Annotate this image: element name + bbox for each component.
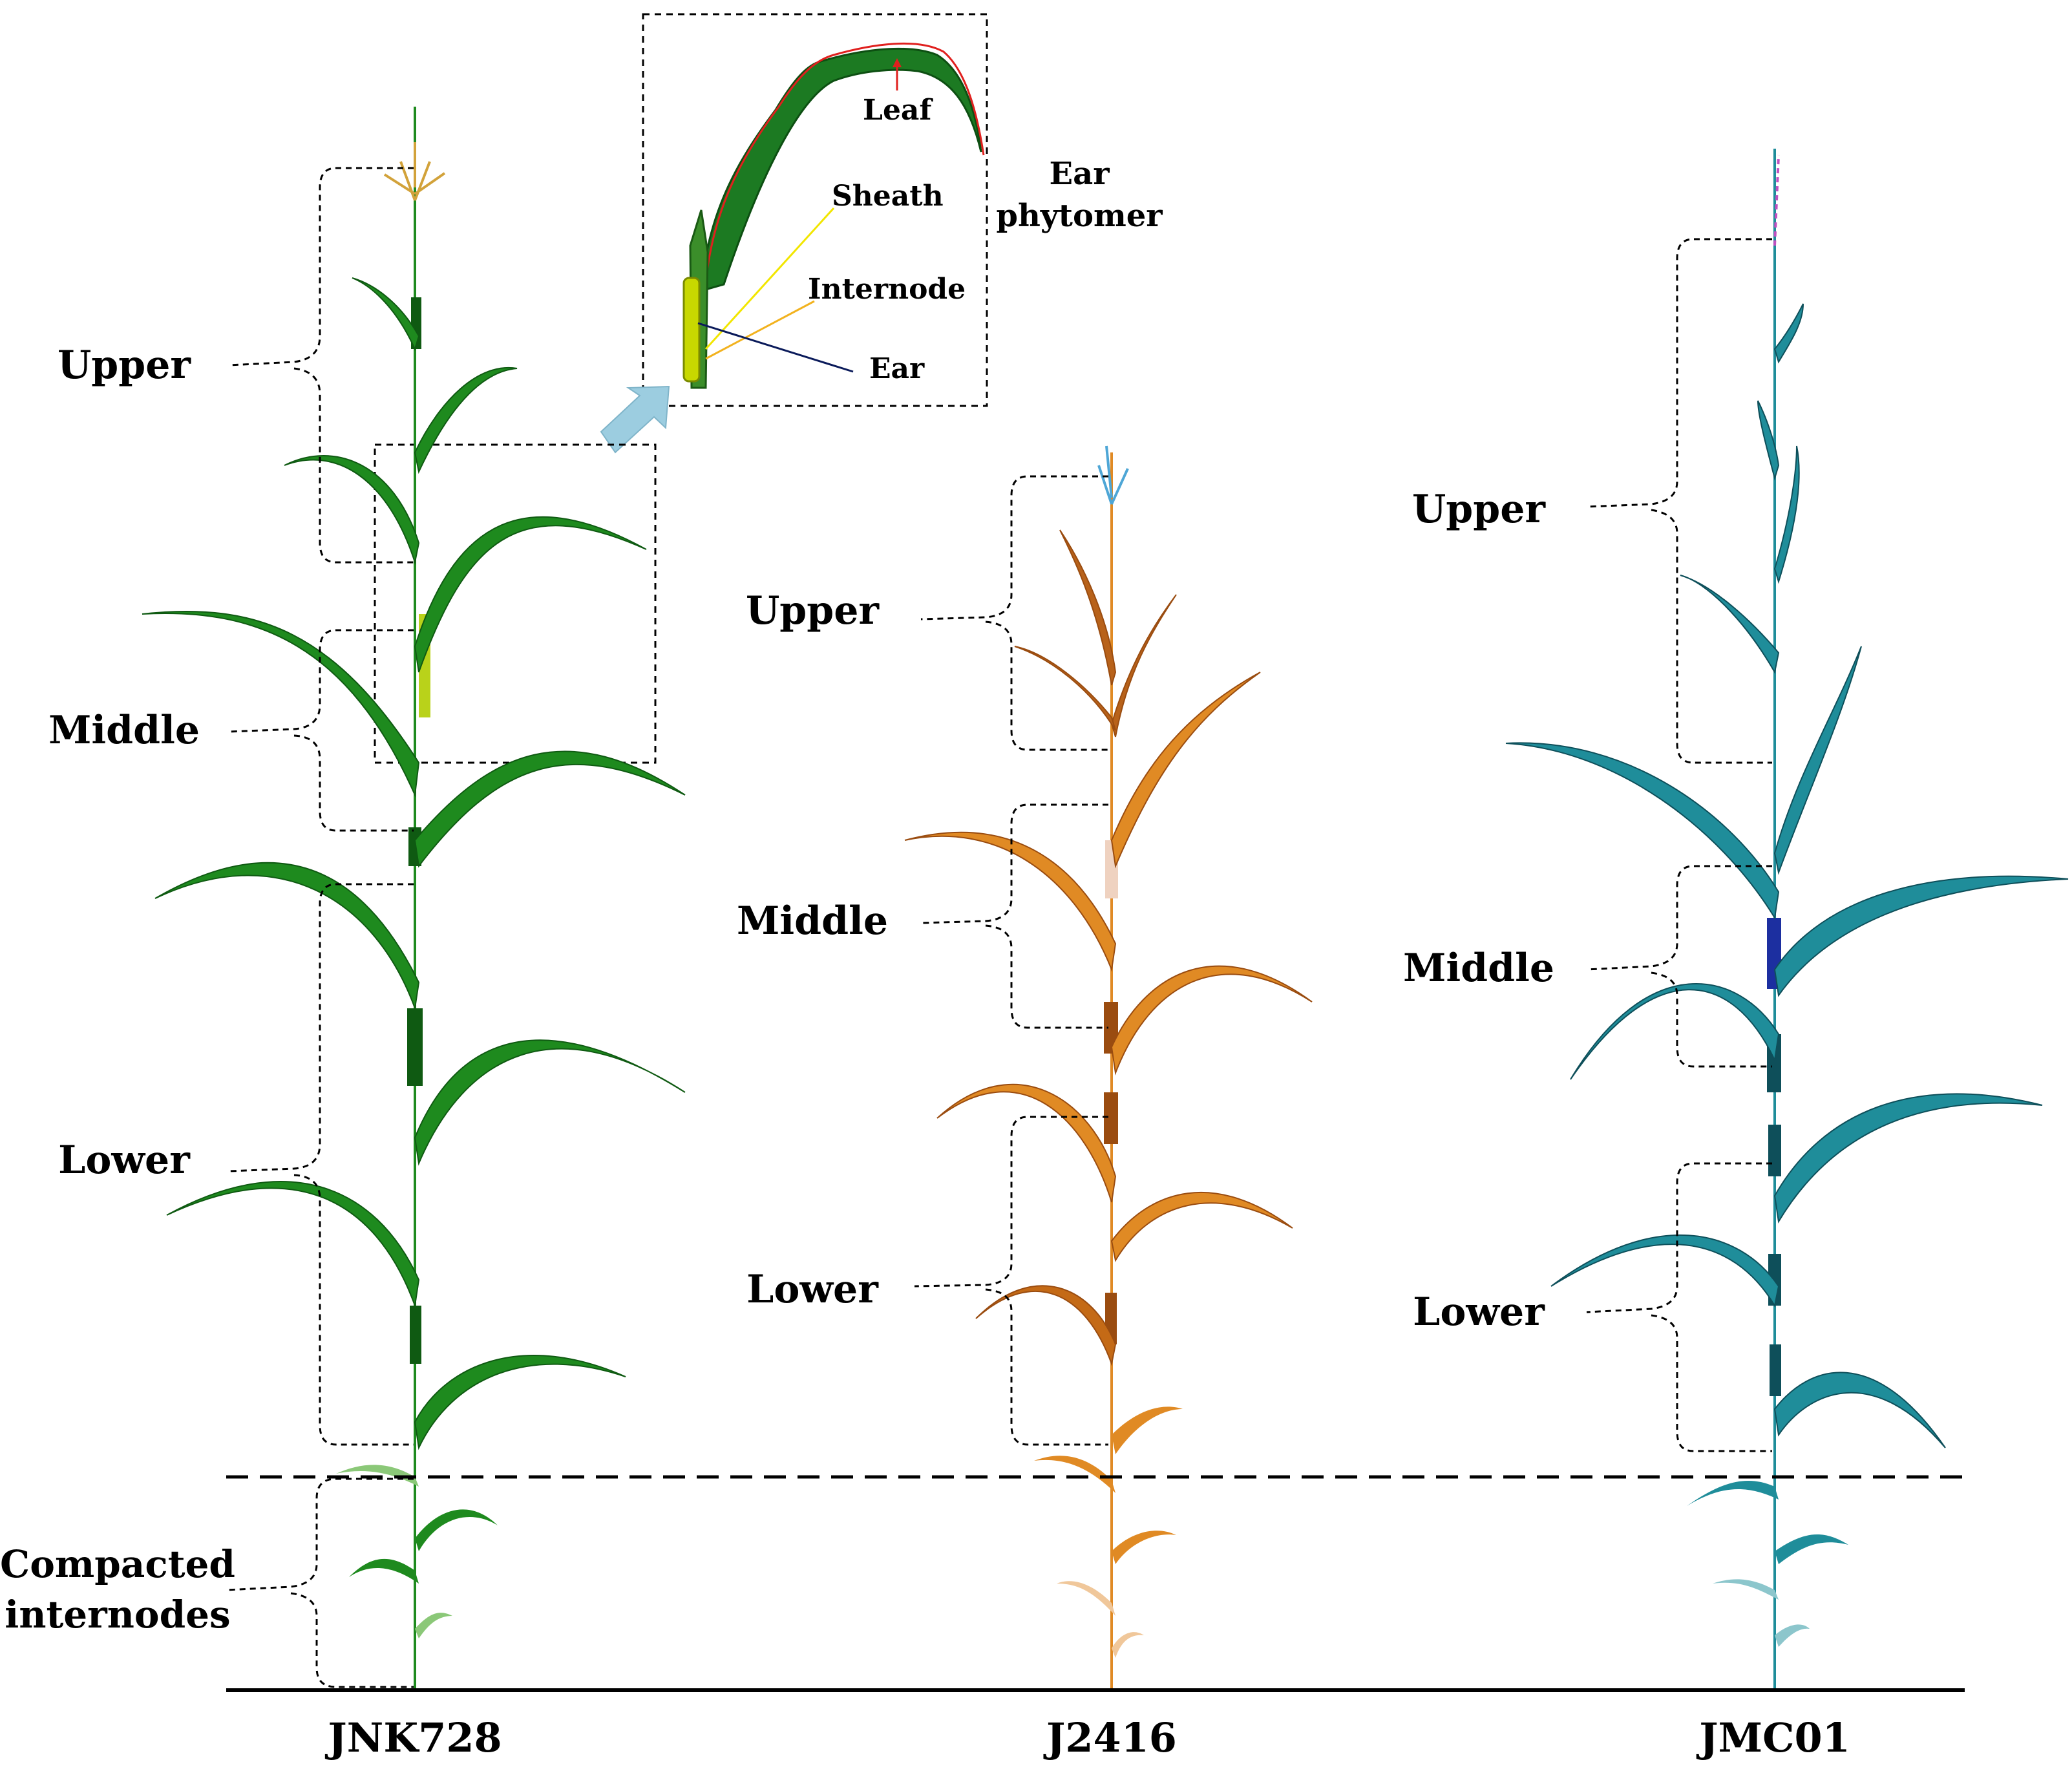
plant-3-small-leaf xyxy=(1713,1579,1779,1600)
plant-2-lower-brace xyxy=(914,1116,1108,1446)
plant-1-small-leaf xyxy=(336,1465,419,1487)
plant-2-leaf xyxy=(1014,646,1116,731)
compacted-label-line2: internodes xyxy=(5,1593,230,1637)
inset-label-internode: Internode xyxy=(808,273,966,306)
plant-1-label-middle: Middle xyxy=(48,708,200,753)
plant-3-small-leaf xyxy=(1687,1481,1779,1506)
plant-2-leaf xyxy=(1110,672,1261,869)
plant-2-small-leaf xyxy=(1034,1456,1115,1493)
plant-3-leaf xyxy=(1773,445,1800,584)
plant-2-leaf xyxy=(936,1083,1117,1203)
plant-3-leaf xyxy=(1773,875,2069,997)
plant-1-leaf xyxy=(414,1355,626,1450)
plant-2-leaf xyxy=(904,831,1117,972)
plant-1-lower-brace xyxy=(229,883,414,1446)
plant-3-small-leaf xyxy=(1775,1624,1810,1647)
plant-3-tassel xyxy=(1773,154,1780,246)
plant-1 xyxy=(142,107,686,1688)
plant-2-small-leaf xyxy=(1112,1632,1144,1658)
plant-1-label-upper: Upper xyxy=(58,343,191,388)
plant-3-leaf xyxy=(1680,575,1780,674)
plant-1-leaf xyxy=(352,277,420,351)
inset-label-sheath: Sheath xyxy=(832,180,944,213)
plant-1-leaf xyxy=(414,750,686,868)
internode-pointer xyxy=(705,300,815,360)
inset-ear-phytomer: Leaf Sheath Internode Ear xyxy=(642,13,988,407)
inset-title-line2: phytomer xyxy=(996,198,1163,234)
plant-1-small-leaf xyxy=(349,1558,419,1584)
plant-1-leaf xyxy=(414,366,518,474)
plant-1-small-leaf xyxy=(415,1613,452,1638)
plant-1-label-lower: Lower xyxy=(58,1138,191,1183)
plant-1-leaf xyxy=(166,1180,420,1306)
plant-2-leaf xyxy=(975,1285,1117,1366)
plant-2-leaf xyxy=(1059,529,1117,686)
plant-1-node xyxy=(407,1008,423,1086)
plant-1-leaf xyxy=(414,516,647,673)
plant-3-leaf xyxy=(1570,983,1780,1080)
plant-3-leaf xyxy=(1550,1234,1780,1308)
plant-1-name: JNK728 xyxy=(324,1714,502,1761)
plant-2-small-leaf xyxy=(1057,1581,1115,1616)
sheath-pointer xyxy=(704,207,835,350)
plant-3-lower-brace xyxy=(1586,1162,1772,1452)
plant-1-leaf xyxy=(154,862,420,1009)
inset-label-ear: Ear xyxy=(869,352,925,385)
inset-frame xyxy=(642,13,988,407)
region-braces xyxy=(226,167,1772,1688)
compacted-brace xyxy=(226,1478,414,1688)
plant-1-leaf xyxy=(414,1039,686,1166)
plant-2-label-middle: Middle xyxy=(737,898,888,944)
plant-3-label-lower: Lower xyxy=(1413,1289,1545,1335)
plant-3-upper-brace xyxy=(1586,238,1772,764)
inset-leaf-outline xyxy=(703,42,985,295)
plant-2-leaf xyxy=(1110,1191,1293,1262)
plant-2-upper-brace xyxy=(920,475,1108,751)
inset-ear-shape xyxy=(682,277,701,383)
plant-1-middle-brace xyxy=(229,629,414,832)
plant-2-leaf xyxy=(1110,594,1177,737)
inset-leaf-shape xyxy=(700,47,982,293)
plant-3-label-upper: Upper xyxy=(1412,487,1546,532)
plant-1-tassel xyxy=(383,142,446,201)
plant-3-label-middle: Middle xyxy=(1403,946,1554,991)
plant-3-node xyxy=(1768,1125,1781,1176)
plant-1-leaf xyxy=(142,610,420,798)
plant-3-leaf xyxy=(1773,1093,2043,1224)
plant-1-small-leaf xyxy=(415,1509,498,1551)
plant-3-leaf xyxy=(1773,1372,1946,1448)
plant-2-leaf xyxy=(1110,965,1313,1076)
plant-2-middle-brace xyxy=(920,803,1108,1029)
plant-3-leaf xyxy=(1773,646,1862,875)
plant-3-small-leaf xyxy=(1775,1534,1848,1564)
plant-2-node xyxy=(1104,1092,1118,1144)
inset-arrow xyxy=(600,385,670,454)
plant-1-leaf xyxy=(284,455,420,565)
compacted-label-line1: Compacted xyxy=(0,1542,235,1586)
plant-3 xyxy=(1505,149,2069,1688)
plant-3-node xyxy=(1770,1344,1781,1396)
plant-3-leaf xyxy=(1757,400,1780,481)
plant-2-small-leaf xyxy=(1112,1406,1183,1454)
inset-title-line1: Ear xyxy=(1050,156,1110,192)
plant-2-label-lower: Lower xyxy=(746,1267,879,1312)
plant-3-leaf xyxy=(1505,742,1780,920)
plant-2-name: J2416 xyxy=(1043,1714,1177,1761)
plant-2 xyxy=(904,445,1313,1688)
leaf-pointer-arrowhead xyxy=(893,58,902,67)
inset-label-leaf: Leaf xyxy=(863,94,933,127)
plant-2-tassel xyxy=(1097,445,1129,505)
ear-pointer xyxy=(697,322,854,373)
plant-1-upper-brace xyxy=(229,167,414,564)
plant-3-name: JMC01 xyxy=(1696,1714,1850,1761)
plant-3-leaf xyxy=(1773,303,1804,364)
plant-1-ear-phytomer-box xyxy=(374,443,657,764)
plant-2-label-upper: Upper xyxy=(746,588,880,633)
plant-3-middle-brace xyxy=(1586,865,1772,1068)
plant-1-node xyxy=(410,1306,421,1364)
plant-2-small-leaf xyxy=(1112,1531,1176,1564)
